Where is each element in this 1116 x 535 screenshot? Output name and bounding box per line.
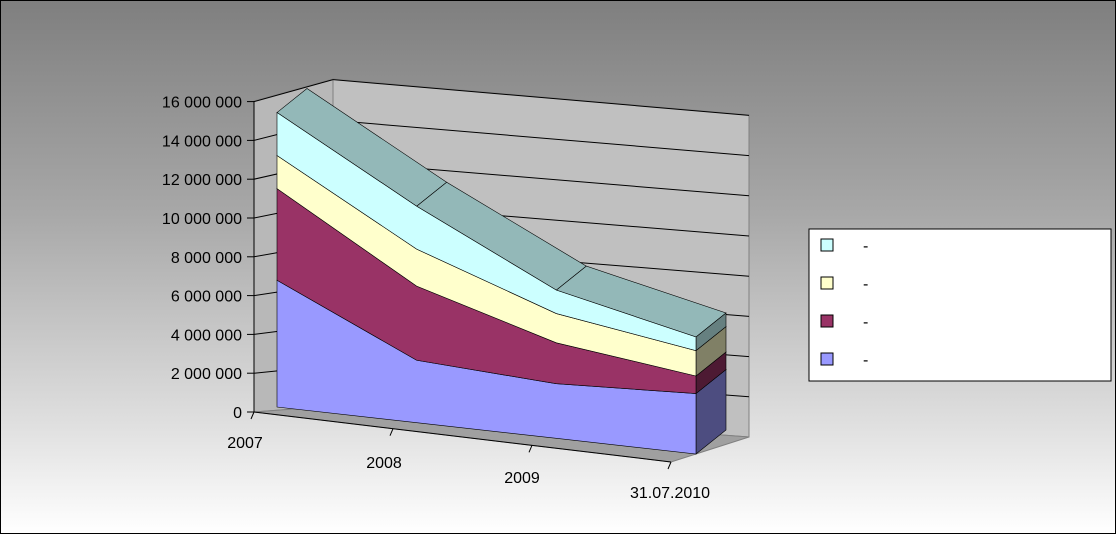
y-tick-label: 16 000 000 (162, 95, 242, 112)
x-tick-label: 2008 (366, 455, 402, 472)
y-tick-label: 6 000 000 (171, 289, 242, 306)
legend-swatch (820, 276, 834, 290)
y-tick-label: 2 000 000 (171, 366, 242, 383)
x-tick-mark (389, 428, 394, 436)
y-tick-label: 12 000 000 (162, 172, 242, 189)
legend: - - - - (808, 228, 1112, 382)
y-tick-label: 10 000 000 (162, 211, 242, 228)
x-axis-line (253, 411, 672, 463)
x-tick-label: 2009 (504, 470, 540, 487)
x-tick-mark (250, 411, 255, 420)
y-tick-label: 0 (233, 405, 242, 422)
legend-swatch (820, 352, 834, 366)
series-areas (276, 88, 727, 455)
legend-label: - (863, 352, 868, 369)
x-tick-mark (667, 461, 672, 470)
gridline-side (253, 79, 334, 103)
legend-label: - (863, 276, 868, 293)
legend-label: - (863, 238, 868, 255)
legend-label: - (863, 314, 868, 331)
series-4-area (276, 88, 727, 352)
x-tick-label: 2007 (227, 435, 263, 452)
x-axis: 2007 2008 2009 31.07.2010 (227, 411, 710, 502)
x-tick-label: 31.07.2010 (630, 485, 710, 502)
legend-swatch (820, 238, 834, 252)
series-4-front-face (276, 111, 697, 352)
y-tick-label: 14 000 000 (162, 133, 242, 150)
gridline-back (332, 119, 750, 157)
y-tick-label: 8 000 000 (171, 250, 242, 267)
y-axis: 0 2 000 000 4 000 000 6 000 000 8 000 000 10 … (162, 95, 255, 422)
y-tick-label: 4 000 000 (171, 327, 242, 344)
legend-box (808, 228, 1112, 382)
x-tick-mark (528, 445, 533, 453)
legend-swatch (820, 314, 834, 328)
gridline-back (332, 79, 750, 116)
